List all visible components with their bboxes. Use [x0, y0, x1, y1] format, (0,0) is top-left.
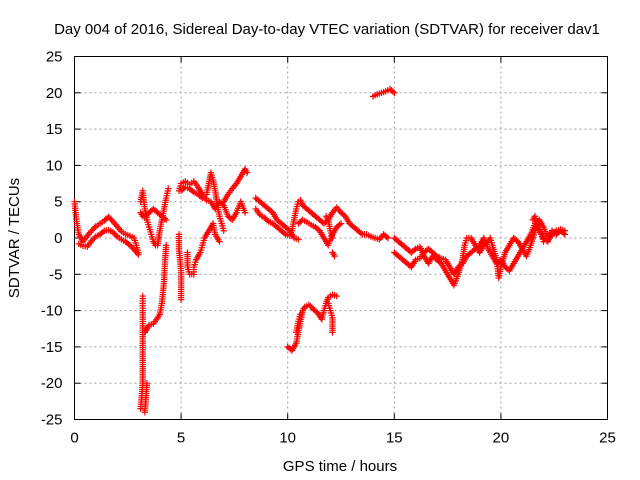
y-tick-label: 20 — [46, 85, 63, 102]
y-tick-label: 10 — [46, 157, 63, 174]
y-tick-label: 15 — [46, 121, 63, 138]
data-point — [89, 226, 97, 233]
data-point — [337, 220, 345, 227]
data-point — [165, 185, 172, 192]
data-point — [91, 224, 98, 232]
data-point — [129, 244, 136, 252]
x-tick-label: 0 — [70, 430, 78, 447]
y-tick-label: -20 — [41, 375, 63, 392]
x-axis-label: GPS time / hours — [283, 458, 397, 475]
x-tick-label: 20 — [493, 430, 510, 447]
data-point — [143, 380, 151, 387]
data-point — [105, 213, 112, 221]
y-tick-label: -5 — [49, 266, 62, 283]
data-points — [71, 85, 569, 416]
data-point — [89, 236, 97, 243]
y-tick-label: -25 — [41, 412, 63, 429]
data-point — [384, 234, 392, 242]
y-tick-label: -10 — [41, 303, 63, 320]
data-point — [305, 301, 313, 308]
data-point — [333, 292, 340, 300]
plot-frame — [74, 56, 608, 420]
data-point — [329, 329, 336, 336]
data-point — [99, 228, 107, 236]
data-point — [220, 227, 227, 234]
x-tick-label: 10 — [279, 430, 296, 447]
data-point — [106, 215, 114, 222]
data-point — [540, 238, 547, 245]
data-point — [263, 216, 271, 224]
data-point — [189, 187, 196, 195]
x-tick-label: 5 — [177, 430, 185, 447]
data-point — [243, 169, 251, 176]
data-point — [410, 246, 418, 254]
data-point — [286, 232, 294, 240]
data-point — [128, 243, 135, 250]
data-point — [561, 227, 569, 234]
y-tick-label: 25 — [46, 49, 63, 66]
y-axis-label: SDTVAR / TECUs — [6, 178, 23, 298]
data-point — [357, 229, 365, 237]
data-point — [383, 233, 390, 240]
data-point — [88, 227, 95, 234]
data-point — [162, 242, 170, 249]
data-point — [135, 251, 142, 258]
data-point — [307, 303, 314, 310]
data-point — [295, 236, 302, 243]
data-point — [197, 193, 205, 201]
x-tick-label: 15 — [386, 430, 403, 447]
data-point — [336, 221, 343, 228]
data-point — [161, 215, 168, 222]
data-point — [329, 234, 336, 242]
data-point — [199, 194, 206, 202]
data-point — [126, 242, 134, 249]
data-point — [162, 216, 170, 224]
data-point — [432, 251, 439, 259]
y-tick-label: 5 — [54, 194, 62, 211]
y-tick-label: -15 — [41, 339, 63, 356]
data-point — [297, 311, 304, 318]
data-point — [551, 228, 559, 236]
data-point — [139, 292, 146, 300]
data-point — [177, 296, 185, 303]
data-point — [111, 230, 118, 237]
data-point — [88, 237, 95, 245]
data-point — [280, 229, 288, 237]
data-point — [389, 88, 397, 95]
y-tick-label: 0 — [54, 230, 62, 247]
x-tick-label: 25 — [599, 430, 616, 447]
data-point — [391, 89, 398, 96]
data-point — [331, 252, 338, 260]
data-point — [108, 216, 115, 224]
data-point — [91, 234, 98, 242]
chart-title: Day 004 of 2016, Sidereal Day-to-day VTE… — [54, 21, 600, 38]
data-point — [241, 209, 249, 216]
data-point — [109, 228, 117, 236]
data-point — [112, 231, 119, 239]
data-point — [216, 238, 223, 245]
